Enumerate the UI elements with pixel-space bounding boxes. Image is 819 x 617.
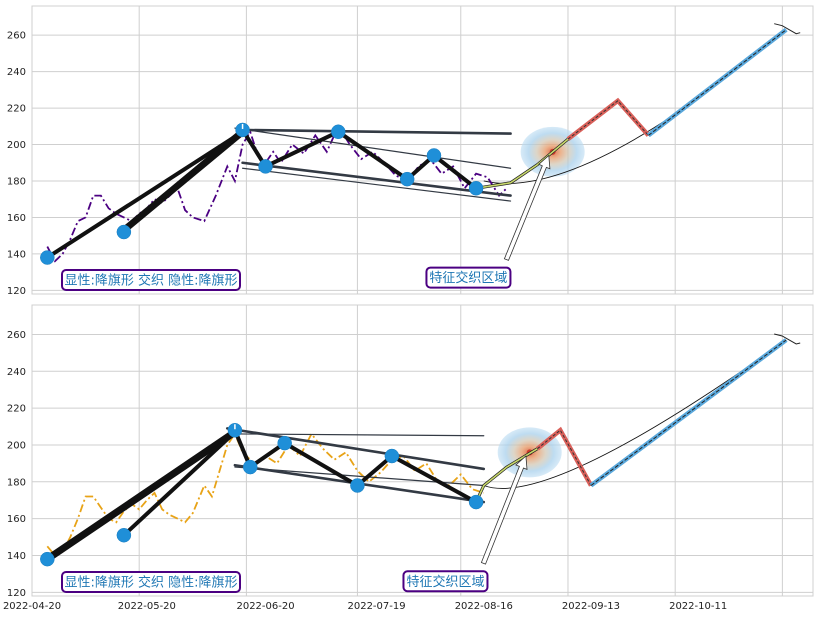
legend-label: 显性:降旗形 交织 隐性:降旗形 [64,575,237,591]
plot-area [31,5,814,295]
annotation-box [402,570,489,593]
projection-end-mark [774,333,801,345]
channel-line [225,427,486,471]
flagpole-line [45,129,245,260]
pivot-point [468,181,484,196]
y-tick-label: 220 [7,104,26,115]
channel-line [241,167,512,202]
pivot-point [426,148,442,163]
projection-end-mark [774,23,801,35]
y-tick-label: 140 [7,551,26,562]
pivot-point [116,527,132,543]
projection-arc [483,339,787,489]
legend-box [61,269,241,291]
pivot-point [227,422,243,438]
x-tick-label: 2022-09-13 [562,601,620,612]
y-tick-label: 200 [7,440,26,451]
projection-blue-dash [590,339,787,486]
y-tick-label: 240 [7,367,26,378]
pivot-point [384,448,400,464]
breakout-line [475,448,538,503]
legend-label: 显性:降旗形 交织 隐性:降旗形 [64,273,237,289]
y-tick-label: 240 [7,67,26,78]
pivot-point [235,122,250,138]
pivot-point [331,124,346,140]
annotation-arrow [480,455,528,565]
pivot-point [277,435,292,451]
channel-line [234,127,512,169]
flagpole-line [121,131,245,234]
channel-line [234,433,485,437]
pivot-point [40,551,55,567]
panel-bottom: 120 140 160 180 200 220 240 260 2022-04-20 2022-0… [3,304,814,612]
x-tick-label: 2022-05-20 [118,601,176,612]
annotation-label: 特征交织区域 [406,574,484,590]
x-tick-label: 2022-08-16 [455,601,513,612]
y-tick-label: 140 [7,249,26,260]
projection-red-dash [537,429,592,486]
y-tick-label: 180 [7,176,26,187]
projection-blue-dash [648,29,787,136]
legend-box [61,571,241,593]
pivot-point [258,159,273,174]
breakout-line [475,138,569,190]
plot-area [31,304,814,597]
flagpole-line [45,428,237,560]
x-tick-label: 2022-06-20 [236,601,294,612]
pivot-point [242,459,258,475]
pivot-point [399,171,415,187]
y-tick-label: 120 [7,588,26,599]
pivot-point [468,494,484,510]
flagpole-line [121,127,245,231]
y-tick-label: 180 [7,477,26,488]
projection-red-dash [567,100,649,140]
pivot-point [350,478,365,493]
x-tick-label: 2022-07-19 [347,601,405,612]
y-tick-label: 200 [7,140,26,151]
channel-line [241,161,512,197]
y-tick-label: 220 [7,404,26,415]
y-tick-label: 160 [7,514,26,525]
y-tick-label: 260 [7,31,26,42]
y-tick-label: 160 [7,213,26,224]
annotation-label: 特征交织区域 [429,270,507,286]
y-tick-label: 120 [7,286,26,297]
panel-top: 120 140 160 180 200 220 240 260 特征交织区域 显性:降旗形 交织 … [7,5,814,297]
pivot-point [116,224,132,240]
annotation-arrow [503,154,551,261]
y-tick-label: 260 [7,330,26,341]
x-tick-label: 2022-04-20 [3,601,61,612]
annotation-box [425,266,512,289]
channel-line [241,128,512,135]
pivot-point [40,250,55,265]
flagpole-line [121,430,237,538]
flagpole-line [45,431,237,563]
x-tick-label: 2022-10-11 [669,601,727,612]
